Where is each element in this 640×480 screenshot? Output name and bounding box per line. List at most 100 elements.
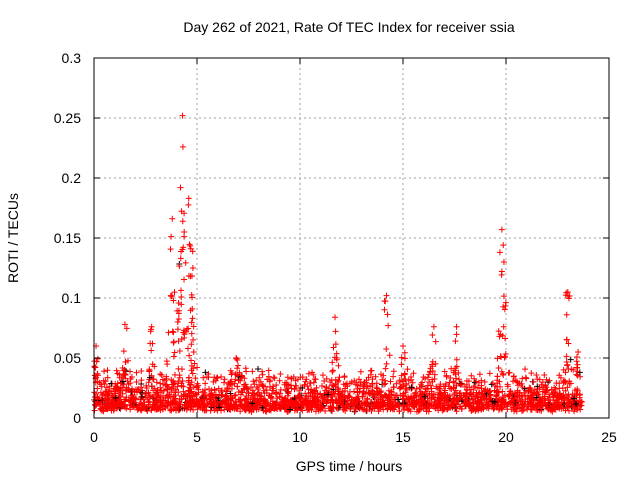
data-point — [332, 328, 339, 335]
data-point — [178, 366, 185, 373]
data-point — [550, 393, 557, 400]
data-point — [422, 375, 429, 382]
data-point — [574, 368, 581, 375]
data-point — [256, 381, 263, 388]
data-point — [181, 404, 188, 411]
data-point — [405, 407, 412, 414]
data-point — [179, 143, 186, 150]
data-point — [96, 379, 103, 386]
data-point — [381, 306, 388, 313]
data-point — [238, 401, 245, 408]
data-point — [495, 328, 502, 335]
data-point — [322, 407, 329, 414]
data-point — [162, 382, 169, 389]
data-point — [270, 374, 277, 381]
data-point — [401, 349, 408, 356]
data-point — [350, 400, 357, 407]
data-point — [531, 386, 538, 393]
data-point — [163, 358, 170, 365]
data-point — [423, 408, 430, 415]
data-point — [227, 367, 234, 374]
data-point — [211, 386, 218, 393]
data-point — [329, 359, 336, 366]
data-point — [415, 408, 422, 415]
data-point — [157, 380, 164, 387]
data-point — [146, 399, 153, 406]
data-point — [261, 397, 268, 404]
data-point — [478, 382, 485, 389]
data-point — [545, 397, 552, 404]
data-point — [189, 248, 196, 255]
data-point — [530, 389, 537, 396]
data-point — [557, 374, 564, 381]
data-point — [573, 358, 580, 365]
data-point — [378, 388, 385, 395]
data-point — [188, 388, 195, 395]
data-point — [314, 396, 321, 403]
data-point — [121, 321, 128, 328]
data-point — [408, 401, 415, 408]
data-point — [148, 323, 155, 330]
data-point — [498, 353, 505, 360]
data-point — [188, 319, 195, 326]
data-point — [179, 378, 186, 385]
data-point — [181, 276, 188, 283]
data-point — [206, 385, 213, 392]
data-point — [206, 400, 213, 407]
data-point — [535, 391, 542, 398]
data-point — [421, 393, 428, 400]
data-point — [343, 405, 350, 412]
data-point — [356, 398, 363, 405]
data-point — [185, 325, 192, 332]
data-point — [190, 406, 197, 413]
data-point — [571, 395, 578, 402]
data-point — [145, 398, 152, 405]
data-point — [208, 397, 215, 404]
data-point — [417, 392, 424, 399]
data-point — [457, 381, 464, 388]
data-point — [128, 373, 135, 380]
data-point — [265, 367, 272, 374]
data-point — [475, 401, 482, 408]
data-point — [325, 405, 332, 412]
data-point — [185, 195, 192, 202]
data-point — [366, 391, 373, 398]
data-point — [102, 378, 109, 385]
data-point — [179, 218, 186, 225]
data-point — [171, 349, 178, 356]
data-point — [539, 379, 546, 386]
data-point — [564, 404, 571, 411]
data-point — [400, 395, 407, 402]
data-point — [155, 392, 162, 399]
data-point — [427, 369, 434, 376]
data-point — [192, 375, 199, 382]
data-point — [172, 386, 179, 393]
data-point — [175, 307, 182, 314]
data-point — [157, 389, 164, 396]
data-point — [403, 386, 410, 393]
data-point — [267, 377, 274, 384]
data-point — [352, 397, 359, 404]
data-point — [178, 382, 185, 389]
data-point — [151, 401, 158, 408]
data-point — [189, 305, 196, 312]
data-point — [363, 377, 370, 384]
data-point — [187, 402, 194, 409]
data-point — [526, 387, 533, 394]
data-point — [553, 397, 560, 404]
data-point — [212, 405, 219, 412]
y-tick-label: 0.15 — [54, 230, 81, 246]
x-tick-label: 15 — [395, 429, 411, 445]
data-point — [497, 331, 504, 338]
data-point — [243, 386, 250, 393]
data-point — [530, 378, 537, 385]
data-point — [267, 383, 274, 390]
data-point — [91, 394, 98, 401]
y-tick-label: 0.1 — [62, 290, 82, 306]
data-point — [543, 376, 550, 383]
data-point — [461, 400, 468, 407]
data-point — [417, 388, 424, 395]
data-point — [504, 406, 511, 413]
data-point — [178, 293, 185, 300]
data-point — [386, 352, 393, 359]
